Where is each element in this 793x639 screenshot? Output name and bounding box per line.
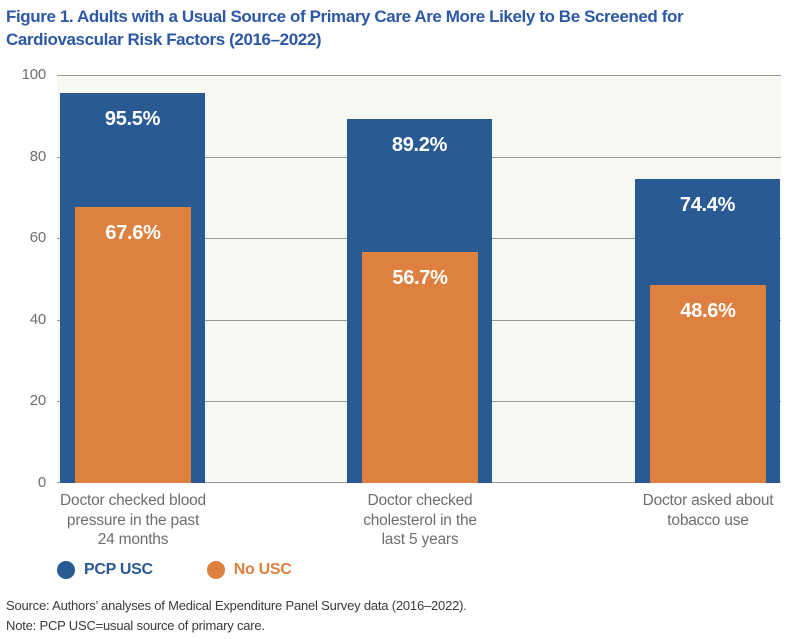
- y-tick-label-60: 60: [29, 229, 46, 247]
- bar-no-usc-1: 56.7%: [362, 252, 478, 483]
- y-tick-label-40: 40: [29, 310, 46, 328]
- note-text: Note: PCP USC=usual source of primary ca…: [6, 618, 265, 633]
- figure-title: Figure 1. Adults with a Usual Source of …: [6, 5, 790, 51]
- x-category-label-1: Doctor checked cholesterol in the last 5…: [363, 492, 477, 548]
- legend-item-no-usc: No USC: [206, 561, 292, 579]
- legend-dot-icon: [57, 561, 75, 579]
- gridline-100: [57, 75, 781, 76]
- y-tick-label-100: 100: [21, 66, 47, 83]
- bar-value-label: 95.5%: [104, 108, 161, 130]
- x-category-label-2: Doctor asked about tobacco use: [642, 492, 774, 529]
- bar-value-label: 48.6%: [680, 300, 736, 322]
- legend-label: PCP USC: [84, 561, 153, 578]
- legend: PCP USC No USC: [57, 561, 292, 579]
- legend-dot-icon: [206, 561, 225, 579]
- bar-no-usc-2: 48.6%: [650, 285, 766, 483]
- legend-item-pcp-usc: PCP USC: [57, 561, 153, 579]
- bar-no-usc-0: 67.6%: [75, 207, 191, 483]
- bar-value-label: 89.2%: [391, 134, 448, 156]
- bar-value-label: 67.6%: [105, 222, 161, 244]
- legend-label: No USC: [233, 561, 292, 578]
- figure-title-line1: Figure 1. Adults with a Usual Source of …: [6, 7, 684, 26]
- figure-title-line2: Cardiovascular Risk Factors (2016–2022): [6, 30, 322, 49]
- bar-value-label: 56.7%: [392, 267, 448, 289]
- x-category-label-0: Doctor checked blood pressure in the pas…: [60, 492, 206, 548]
- y-tick-label-20: 20: [29, 392, 46, 410]
- y-tick-label-80: 80: [29, 147, 46, 165]
- source-text: Source: Authors’ analyses of Medical Exp…: [6, 598, 467, 613]
- y-tick-label-0: 0: [37, 474, 46, 491]
- footer: Source: Authors’ analyses of Medical Exp…: [6, 596, 467, 636]
- plot-area: 95.5% 89.2% 74.4% 67.6% 56.7% 48.6%: [57, 75, 781, 483]
- bar-value-label: 74.4%: [679, 194, 736, 216]
